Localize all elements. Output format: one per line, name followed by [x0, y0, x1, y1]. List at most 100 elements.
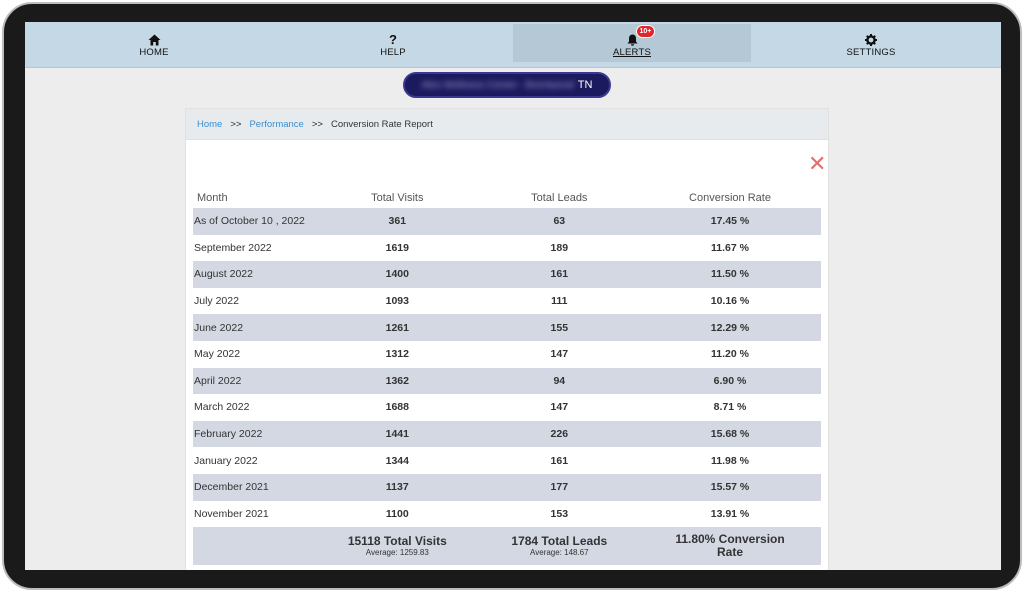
cell-rate: 11.98 %: [711, 454, 749, 467]
conversion-table: Month Total Visits Total Leads Conversio…: [193, 187, 821, 566]
nav-alerts-label: ALERTS: [613, 47, 651, 58]
cell-rate: 15.57 %: [639, 473, 821, 501]
table-row: July 2022 1093 111 10.16 %: [193, 288, 821, 315]
cell-leads: 63: [479, 208, 640, 235]
cell-leads: 153: [550, 507, 569, 520]
cell-rate: 17.45 %: [639, 208, 821, 235]
breadcrumb-current: Conversion Rate Report: [330, 118, 433, 130]
table-row: As of October 10 , 2022 361 63 17.45 %: [193, 208, 821, 235]
table-row: August 2022 1400 161 11.50 %: [193, 261, 821, 288]
cell-month: April 2022: [193, 367, 315, 395]
cell-leads: 189: [550, 241, 569, 254]
total-visits: 15118 Total Visits: [347, 533, 447, 548]
cell-month: [193, 527, 315, 566]
cell-leads: 94: [479, 367, 640, 395]
table-row: February 2022 1441 226 15.68 %: [193, 420, 821, 448]
cell-visits: 1441: [315, 420, 480, 448]
breadcrumb-performance[interactable]: Performance: [249, 118, 304, 130]
cell-month: September 2022: [194, 241, 272, 254]
alerts-badge: 10+: [635, 25, 656, 38]
cell-rate: 15.68 %: [639, 420, 821, 448]
close-icon[interactable]: ✕: [808, 151, 827, 176]
table-row: November 2021 1100 153 13.91 %: [193, 501, 821, 528]
cell-leads: 161: [550, 454, 569, 467]
cell-rate: 11.50 %: [639, 261, 821, 288]
nav-help[interactable]: ? HELP: [274, 24, 512, 60]
gear-icon: [865, 30, 877, 46]
cell-leads: 147: [550, 401, 569, 414]
cell-visits: 1344: [385, 454, 409, 467]
col-header-month: Month: [197, 191, 228, 204]
cell-month: June 2022: [193, 314, 315, 341]
report-card: Home >> Performance >> Conversion Rate R…: [185, 108, 829, 570]
total-rate-line2: Rate: [717, 545, 744, 560]
table-row: March 2022 1688 147 8.71 %: [193, 394, 821, 421]
cell-visits: 361: [315, 208, 480, 235]
cell-leads: 147: [550, 348, 569, 361]
cell-rate: 11.67 %: [711, 241, 749, 254]
average-leads: Average: 148.67: [530, 547, 589, 557]
nav-settings-label: SETTINGS: [846, 47, 896, 58]
table-row: June 2022 1261 155 12.29 %: [193, 314, 821, 341]
nav-help-label: HELP: [380, 47, 406, 58]
cell-month: July 2022: [194, 295, 239, 308]
col-header-leads: Total Leads: [531, 191, 588, 204]
total-visits-cell: 15118 Total Visits Average: 1259.83: [315, 527, 480, 566]
cell-visits: 1619: [385, 241, 409, 254]
cell-leads: 161: [479, 261, 640, 288]
table-row: December 2021 1137 177 15.57 %: [193, 473, 821, 501]
account-state: TN: [577, 79, 593, 91]
nav-home[interactable]: HOME: [35, 24, 273, 60]
nav-alerts[interactable]: 10+ ALERTS: [513, 24, 751, 62]
cell-rate: 8.71 %: [713, 401, 747, 414]
cell-month: November 2021: [194, 507, 269, 520]
app-screen: HOME ? HELP 10+ ALERTS SETTINGS Alex Wel…: [25, 22, 1001, 570]
account-name-redacted: Alex Wellness Center - Brentwood: [421, 79, 574, 91]
total-leads: 1784 Total Leads: [511, 533, 608, 548]
breadcrumb: Home >> Performance >> Conversion Rate R…: [186, 109, 828, 140]
cell-leads: 177: [479, 473, 640, 501]
col-header-rate: Conversion Rate: [689, 191, 771, 204]
bell-icon: 10+: [627, 25, 656, 46]
cell-month: August 2022: [193, 261, 315, 288]
total-rate-cell: 11.80% Conversion Rate: [639, 527, 821, 566]
account-selector[interactable]: Alex Wellness Center - Brentwood TN: [403, 72, 611, 98]
cell-visits: 1093: [385, 295, 409, 308]
cell-visits: 1400: [315, 261, 480, 288]
home-icon: [148, 30, 161, 46]
breadcrumb-separator: >>: [311, 118, 323, 130]
cell-month: December 2021: [193, 473, 315, 501]
cell-month: January 2022: [194, 454, 258, 467]
cell-leads: 111: [551, 295, 568, 308]
cell-visits: 1137: [315, 473, 480, 501]
cell-leads: 226: [479, 420, 640, 448]
totals-row: 15118 Total Visits Average: 1259.83 1784 T…: [193, 527, 821, 566]
average-visits: Average: 1259.83: [365, 547, 429, 557]
nav-settings[interactable]: SETTINGS: [752, 24, 990, 60]
table-row: January 2022 1344 161 11.98 %: [193, 447, 821, 474]
table-row: May 2022 1312 147 11.20 %: [193, 341, 821, 368]
table-body: As of October 10 , 2022 361 63 17.45 % Septe…: [193, 208, 821, 566]
cell-rate: 12.29 %: [639, 314, 821, 341]
cell-rate: 6.90 %: [639, 367, 821, 395]
table-row: September 2022 1619 189 11.67 %: [193, 235, 821, 262]
question-icon: ?: [389, 32, 397, 47]
top-navbar: HOME ? HELP 10+ ALERTS SETTINGS: [25, 22, 1001, 68]
cell-month: March 2022: [194, 401, 250, 414]
cell-rate: 11.20 %: [711, 348, 749, 361]
total-leads-cell: 1784 Total Leads Average: 148.67: [479, 527, 640, 566]
cell-rate: 13.91 %: [710, 507, 750, 520]
cell-rate: 10.16 %: [710, 295, 750, 308]
col-header-visits: Total Visits: [371, 191, 424, 204]
breadcrumb-home[interactable]: Home: [197, 118, 223, 130]
table-row: April 2022 1362 94 6.90 %: [193, 367, 821, 395]
cell-visits: 1312: [385, 348, 409, 361]
cell-month: As of October 10 , 2022: [193, 208, 315, 235]
table-header-row: Month Total Visits Total Leads Conversio…: [193, 187, 821, 208]
cell-visits: 1100: [385, 507, 409, 520]
total-rate-line1: 11.80% Conversion: [675, 532, 785, 547]
cell-month: May 2022: [194, 348, 241, 361]
cell-visits: 1362: [315, 367, 480, 395]
breadcrumb-separator: >>: [230, 118, 242, 130]
cell-visits: 1261: [315, 314, 480, 341]
